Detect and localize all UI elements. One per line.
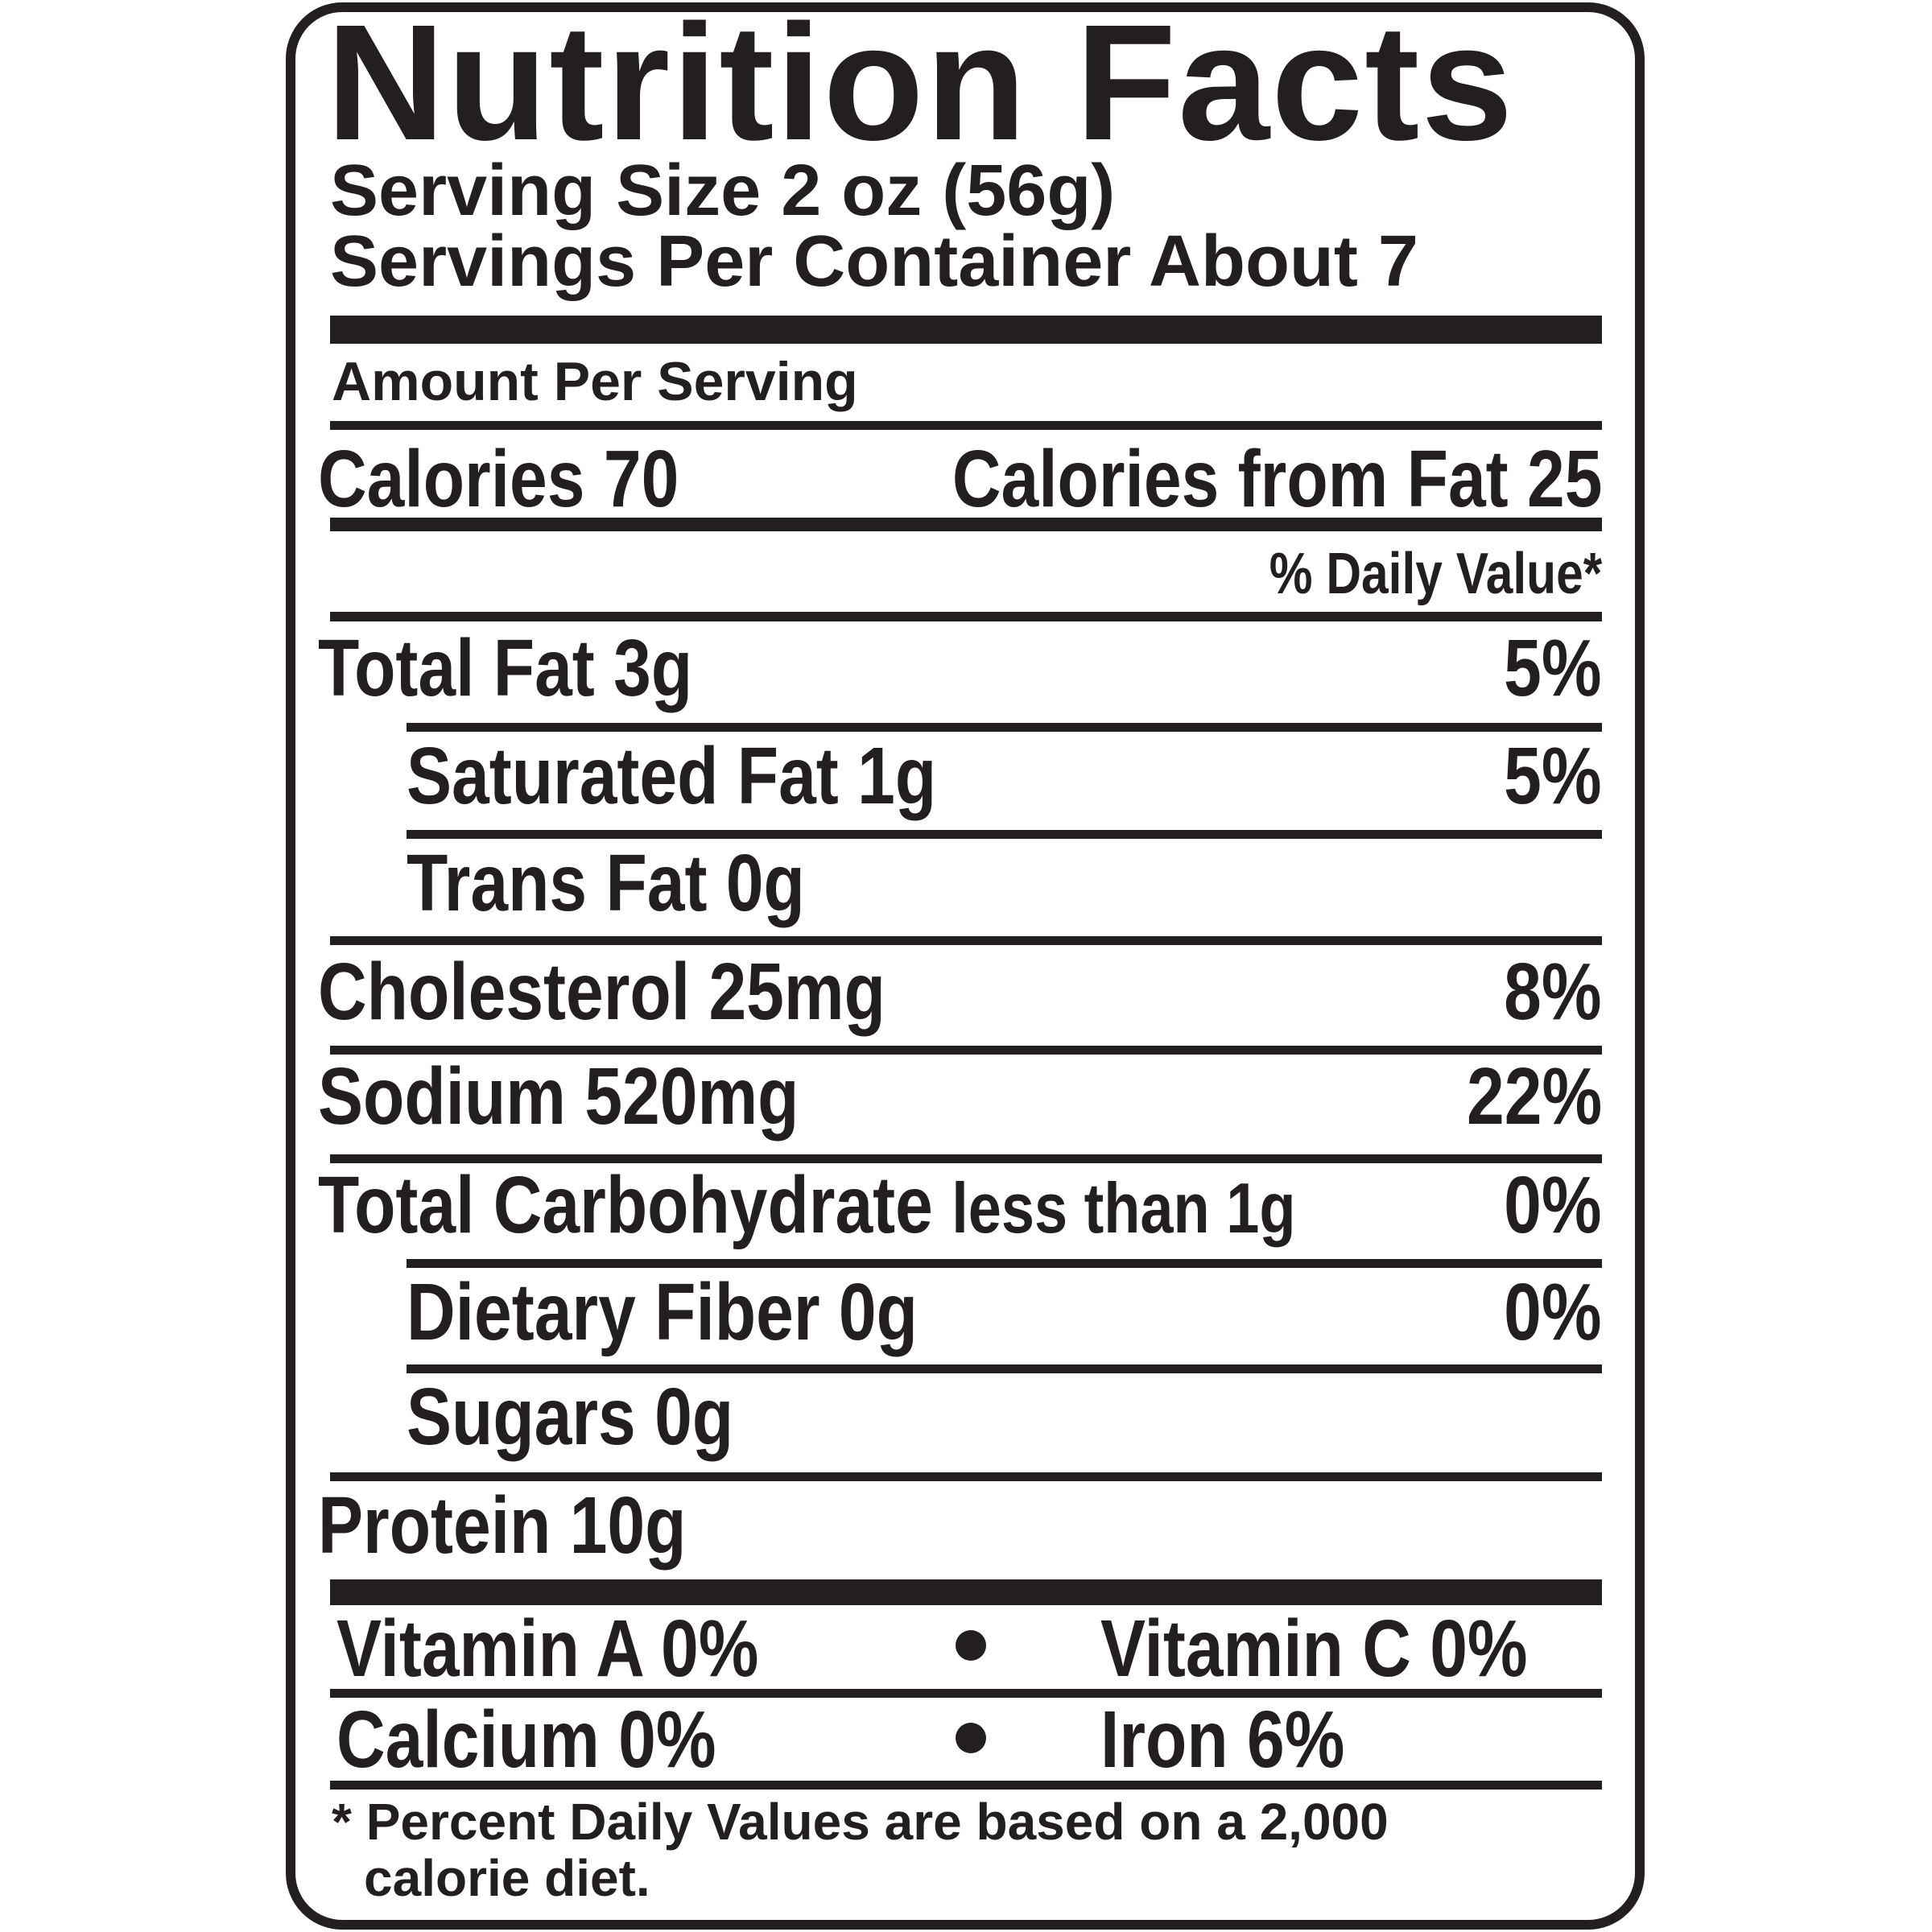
nutrient-daily-value: 22% [1466, 1051, 1602, 1141]
vitamin-a: Vitamin A 0% [336, 1604, 759, 1694]
nutrient-amount: less than 1g [952, 1167, 1296, 1248]
serving-size: Serving Size 2 oz (56g) [330, 151, 1116, 231]
divider [330, 421, 1602, 430]
nutrient-amount: 520mg [584, 1051, 799, 1141]
divider [407, 1259, 1602, 1268]
footnote-line-1: * Percent Daily Values are based on a 2,… [332, 1793, 1389, 1851]
nutrient-amount: 10g [569, 1480, 687, 1571]
vitamin-c: Vitamin C 0% [1100, 1604, 1528, 1694]
divider [330, 1781, 1602, 1790]
nutrient-daily-value: 0% [1504, 1266, 1602, 1357]
divider [330, 1472, 1602, 1481]
nutrient-label: Dietary Fiber 0g [407, 1266, 918, 1357]
divider [330, 936, 1602, 945]
divider [407, 723, 1602, 732]
divider [330, 1689, 1602, 1698]
servings-per-container: Servings Per Container About 7 [330, 221, 1418, 302]
nutrient-label: Cholesterol [318, 946, 691, 1037]
nutrient-row: Dietary Fiber 0g 0% [407, 1266, 1602, 1357]
nutrient-row: Total Fat 3g 5% [318, 622, 1602, 713]
label-border [286, 2, 1645, 1930]
calories-from-fat: Calories from Fat 25 [952, 433, 1602, 524]
nutrient-daily-value: 5% [1504, 622, 1602, 713]
nutrient-label: Saturated Fat 1g [407, 730, 937, 821]
bullet-icon [956, 1723, 986, 1753]
daily-value-header: % Daily Value* [1269, 542, 1602, 606]
nutrient-daily-value: 0% [1504, 1159, 1602, 1250]
nutrient-label: Sugars 0g [407, 1371, 734, 1462]
calcium: Calcium 0% [336, 1695, 716, 1785]
nutrient-amount: 3g [613, 622, 693, 713]
divider [330, 612, 1602, 621]
nutrient-daily-value: 8% [1504, 946, 1602, 1037]
nutrient-daily-value: 5% [1504, 730, 1602, 821]
footnote-line-2: calorie diet. [364, 1849, 650, 1907]
nutrient-amount: 25mg [708, 946, 886, 1037]
nutrient-row: Cholesterol 25mg 8% [318, 946, 1602, 1037]
thick-divider [330, 1579, 1602, 1605]
divider [407, 830, 1602, 839]
nutrient-row: Total Carbohydrate less than 1g 0% [318, 1159, 1602, 1250]
nutrient-label: Total Fat [318, 622, 595, 713]
label-title: Nutrition Facts [326, 0, 1515, 175]
nutrient-row: Trans Fat 0g [407, 837, 1602, 928]
nutrient-label: Total Carbohydrate [318, 1159, 933, 1250]
divider [407, 1364, 1602, 1373]
divider [330, 518, 1602, 531]
nutrient-label: Sodium [318, 1051, 566, 1141]
nutrient-row: Sodium 520mg 22% [318, 1051, 1602, 1141]
bullet-icon [956, 1630, 986, 1661]
daily-value-header-row: % Daily Value* [318, 539, 1602, 609]
nutrient-row: Sugars 0g [407, 1371, 1602, 1462]
nutrient-row: Protein 10g [318, 1480, 1602, 1571]
nutrient-label: Trans Fat 0g [407, 837, 805, 928]
calories-label: Calories [318, 433, 585, 524]
amount-per-serving: Amount Per Serving [332, 351, 858, 412]
thick-divider [330, 316, 1602, 344]
nutrient-label: Protein [318, 1480, 551, 1571]
nutrient-row: Saturated Fat 1g 5% [407, 730, 1602, 821]
divider [330, 1154, 1602, 1163]
calories-value: 70 [603, 433, 679, 524]
calories-row: Calories 70 Calories from Fat 25 [318, 433, 1602, 524]
iron: Iron 6% [1100, 1695, 1345, 1785]
divider [330, 1046, 1602, 1055]
